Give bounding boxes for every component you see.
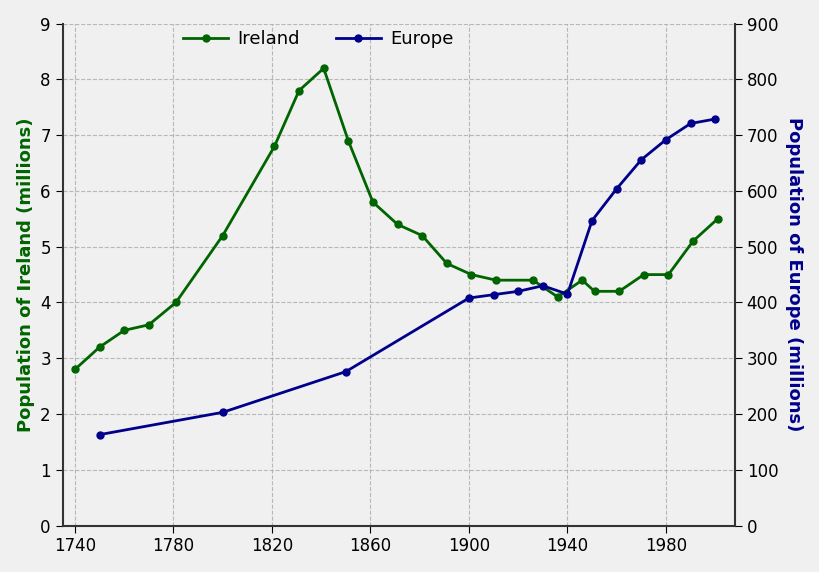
Ireland: [119, 327, 129, 334]
Ireland: [687, 238, 697, 245]
Ireland: [171, 299, 181, 306]
Ireland: [638, 271, 648, 278]
Europe: [636, 156, 645, 163]
Ireland: [417, 232, 427, 239]
Europe: [94, 431, 104, 438]
Line: Europe: Europe: [96, 116, 717, 438]
Ireland: [491, 277, 500, 284]
Europe: [341, 368, 351, 375]
Ireland: [527, 277, 537, 284]
Europe: [660, 136, 670, 143]
Y-axis label: Population of Europe (millions): Population of Europe (millions): [785, 117, 803, 432]
Ireland: [663, 271, 672, 278]
Ireland: [294, 87, 304, 94]
Y-axis label: Population of Ireland (millions): Population of Ireland (millions): [16, 117, 34, 432]
Ireland: [94, 344, 104, 351]
Europe: [513, 288, 523, 295]
Ireland: [441, 260, 451, 267]
Ireland: [577, 277, 586, 284]
Ireland: [368, 198, 378, 205]
Europe: [562, 291, 572, 297]
Europe: [586, 217, 596, 224]
Europe: [611, 185, 621, 192]
Europe: [488, 291, 498, 298]
Europe: [685, 120, 695, 127]
Line: Ireland: Ireland: [71, 65, 720, 373]
Ireland: [613, 288, 623, 295]
Ireland: [144, 321, 154, 328]
Ireland: [319, 65, 328, 72]
Ireland: [712, 216, 722, 223]
Ireland: [70, 366, 79, 373]
Legend: Ireland, Europe: Ireland, Europe: [175, 23, 460, 55]
Ireland: [218, 232, 228, 239]
Ireland: [343, 137, 353, 144]
Ireland: [466, 271, 476, 278]
Europe: [464, 295, 473, 301]
Ireland: [269, 143, 279, 150]
Ireland: [552, 293, 562, 300]
Europe: [709, 116, 719, 122]
Europe: [537, 283, 547, 289]
Ireland: [392, 221, 402, 228]
Europe: [218, 409, 228, 416]
Ireland: [589, 288, 599, 295]
